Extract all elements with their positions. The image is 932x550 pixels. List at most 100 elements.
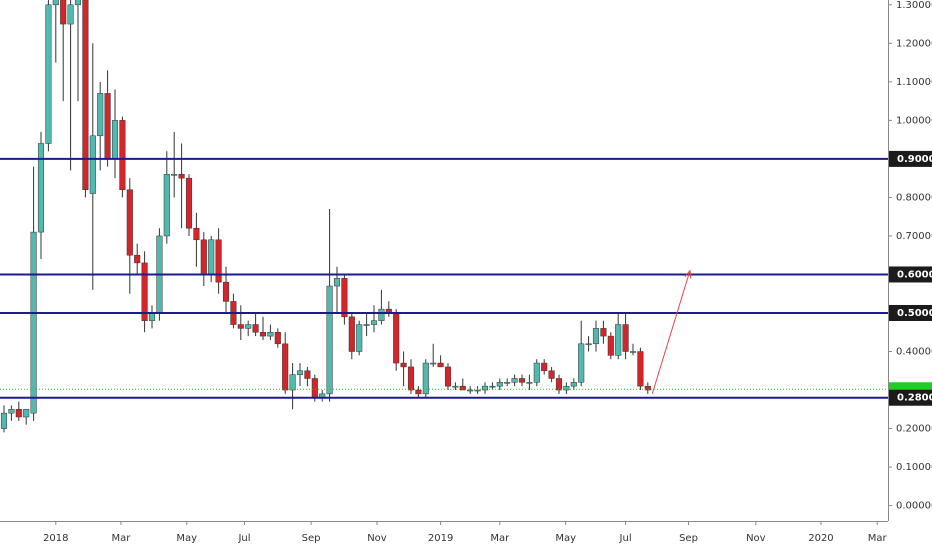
x-tick-label: Sep	[302, 533, 321, 544]
candle-body	[481, 385, 489, 391]
candle-body	[74, 0, 82, 6]
candle-body	[570, 382, 577, 387]
candle-body	[467, 389, 474, 392]
candle-body	[629, 351, 637, 353]
x-tick-label: 2019	[428, 533, 453, 544]
candle-body	[430, 362, 437, 365]
candle-body	[378, 308, 385, 321]
candle-body	[304, 370, 311, 379]
candle-body	[644, 385, 651, 391]
candle-body	[259, 331, 267, 337]
level-label: 0.50000	[897, 308, 932, 319]
candle-body	[518, 378, 526, 383]
candle-body	[8, 409, 15, 414]
y-tick-label: 1.30000	[896, 0, 932, 11]
candle-body	[622, 324, 629, 352]
x-tick-label: Mar	[111, 533, 131, 544]
candle-body	[30, 231, 37, 414]
candle-body	[592, 328, 600, 345]
candle-body	[89, 135, 96, 194]
candle-body	[289, 374, 296, 391]
candle-body	[356, 324, 363, 352]
candle-body	[215, 239, 222, 283]
candle-body	[333, 278, 341, 287]
level-tag	[889, 389, 932, 406]
x-tick-label: Nov	[367, 533, 387, 544]
candle-body	[60, 0, 67, 25]
candle-body	[452, 385, 459, 388]
candle-body	[393, 312, 400, 364]
arrow-line	[651, 270, 691, 395]
candle-body	[437, 362, 444, 368]
candle-body	[407, 366, 415, 391]
candle-body	[178, 174, 185, 179]
level-label: 0.90000	[897, 154, 932, 165]
candle-body	[126, 189, 133, 256]
candle-body	[578, 343, 585, 383]
candle-body	[111, 120, 119, 160]
candle-body	[267, 331, 274, 337]
candle-body	[245, 324, 252, 329]
candle-body	[282, 343, 289, 391]
candle-body	[585, 343, 592, 346]
candle-body	[45, 4, 52, 144]
candle-body	[444, 366, 452, 387]
candle-body	[163, 174, 170, 237]
candle-body	[237, 324, 244, 329]
candle-body	[341, 278, 348, 318]
x-tick-label: Nov	[746, 533, 766, 544]
candle-body	[185, 177, 193, 229]
candle-body	[422, 362, 429, 395]
candle-body	[496, 382, 503, 387]
candle-body	[200, 239, 207, 275]
candle-body	[511, 378, 518, 383]
x-tick-label: 2020	[808, 533, 833, 544]
candle-body	[37, 143, 45, 233]
candle-body	[526, 382, 533, 384]
candle-body	[363, 324, 370, 326]
candle-body	[459, 385, 466, 391]
candle-body	[615, 324, 622, 356]
candle-body	[208, 239, 215, 275]
x-tick-label: Mar	[868, 533, 888, 544]
level-label: 0.60000	[897, 269, 932, 280]
candle-body	[104, 93, 111, 160]
candle-body	[134, 254, 141, 264]
candle-body	[296, 370, 304, 375]
candle-body	[504, 382, 511, 384]
candle-body	[541, 362, 548, 372]
price-tag	[889, 382, 932, 393]
candle-body	[400, 362, 407, 368]
candle-body	[222, 281, 230, 302]
candle-body	[141, 262, 148, 321]
candle-body	[311, 378, 318, 398]
candle-body	[415, 389, 422, 395]
candle-body	[370, 320, 378, 325]
candle-body	[171, 174, 178, 176]
candle-body	[548, 370, 555, 379]
candle-body	[148, 312, 156, 321]
candle-body	[533, 362, 540, 383]
x-tick-label: Mar	[490, 533, 510, 544]
candle-body	[326, 285, 333, 395]
candle-body	[600, 328, 607, 337]
arrow-head	[684, 269, 692, 279]
candle-body	[52, 0, 59, 6]
candle-body	[67, 4, 74, 25]
level-tag	[889, 304, 932, 321]
candle-body	[555, 378, 563, 391]
x-tick-label: Sep	[679, 533, 698, 544]
candle-body	[274, 331, 281, 345]
candle-body	[193, 227, 200, 241]
level-tag	[889, 150, 932, 167]
candle-body	[15, 409, 22, 418]
y-tick-label: 0.80000	[896, 192, 932, 203]
candle-body	[489, 385, 496, 388]
x-tick-label: 2018	[43, 533, 68, 544]
